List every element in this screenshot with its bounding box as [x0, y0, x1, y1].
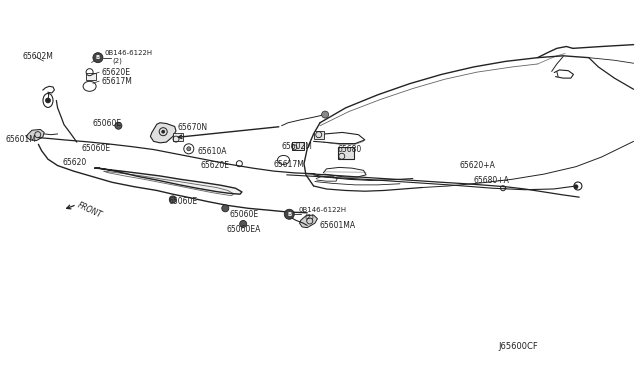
Text: 65060E: 65060E — [82, 144, 111, 153]
Text: 65060E: 65060E — [168, 197, 198, 206]
Circle shape — [322, 111, 328, 118]
Text: 65060E: 65060E — [93, 119, 122, 128]
Text: 65060E: 65060E — [229, 210, 259, 219]
Text: 65620: 65620 — [63, 158, 87, 167]
Text: 65617M: 65617M — [274, 160, 305, 169]
Circle shape — [222, 205, 228, 212]
Polygon shape — [300, 215, 317, 228]
Bar — [86, 73, 97, 80]
Text: (2): (2) — [305, 214, 314, 221]
Circle shape — [162, 130, 164, 133]
Bar — [314, 131, 324, 139]
Text: J65600CF: J65600CF — [498, 342, 538, 351]
Text: 65610A: 65610A — [197, 147, 227, 156]
Circle shape — [240, 221, 246, 227]
Polygon shape — [26, 129, 44, 141]
Circle shape — [187, 147, 191, 151]
Bar — [338, 147, 354, 159]
Circle shape — [45, 98, 51, 103]
Text: 0B146-6122H: 0B146-6122H — [104, 50, 152, 56]
Text: 65670N: 65670N — [178, 123, 208, 132]
Text: 65620E: 65620E — [101, 68, 130, 77]
Text: 65601MA: 65601MA — [320, 221, 356, 230]
Text: (2): (2) — [112, 57, 122, 64]
Polygon shape — [95, 168, 242, 194]
Text: B: B — [287, 212, 291, 217]
Circle shape — [284, 209, 294, 219]
Text: B: B — [96, 55, 100, 60]
Text: 65680: 65680 — [338, 145, 362, 154]
Bar — [292, 142, 304, 150]
Text: FRONT: FRONT — [76, 201, 103, 220]
Polygon shape — [150, 123, 176, 143]
Text: 65602M: 65602M — [22, 52, 53, 61]
Text: 65620E: 65620E — [201, 161, 230, 170]
Circle shape — [93, 53, 103, 62]
Text: 65601M: 65601M — [5, 135, 36, 144]
Circle shape — [170, 196, 176, 203]
Text: 65680+A: 65680+A — [474, 176, 509, 185]
Circle shape — [115, 122, 122, 129]
Text: 65060EA: 65060EA — [227, 225, 261, 234]
Circle shape — [574, 185, 578, 189]
Text: 65620+A: 65620+A — [460, 161, 495, 170]
Bar — [173, 132, 184, 141]
Text: 0B146-6122H: 0B146-6122H — [298, 207, 346, 213]
Text: 65602M: 65602M — [282, 142, 312, 151]
Text: 65617M: 65617M — [101, 77, 132, 86]
